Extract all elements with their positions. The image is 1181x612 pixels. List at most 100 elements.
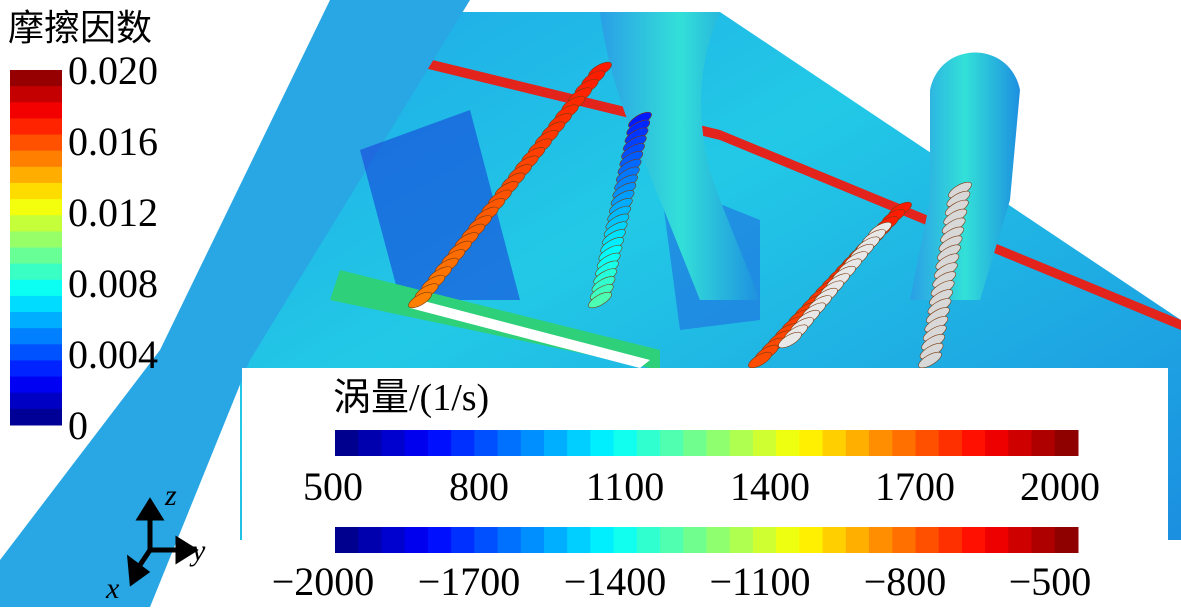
friction-title: 摩擦因数 [8,8,152,48]
vorticity-tick-label: −1400 [564,559,667,604]
colorbar-step [10,199,62,216]
colorbar-step [543,430,568,456]
colorbar-step [404,527,429,553]
vorticity-tick-label: 500 [303,464,363,509]
colorbar-step [10,150,62,168]
colorbar-step [10,102,62,119]
colorbar-step [497,527,522,553]
vortex-ring [588,291,612,309]
colorbar-step [892,430,916,456]
vorticity-colorbars [335,430,1079,553]
vorticity-tick-label: −2000 [272,559,375,604]
colorbar-step [10,295,62,313]
vorticity-ticks: 500 800 1100 1400 1700 2000 −2000 −1700 −1400 −11… [272,464,1100,604]
colorbar-step [427,527,452,553]
colorbar-step [10,263,62,281]
colorbar-step [915,430,940,456]
friction-tick-label: 0.012 [68,190,158,235]
colorbar-step [961,430,986,456]
colorbar-step [10,328,62,345]
colorbar-step [451,527,475,553]
colorbar-step [567,527,591,553]
vorticity-tick-label: 1400 [730,464,810,509]
colorbar-step [752,527,777,553]
colorbar-step [938,430,963,456]
vorticity-tick-label: −500 [1009,559,1092,604]
colorbar-step [961,527,986,553]
vortex-ring [918,351,942,369]
colorbar-step [10,86,62,103]
friction-colorbar [10,70,62,426]
colorbar-step [613,527,638,553]
colorbar-step [590,527,615,553]
colorbar-step [474,527,499,553]
vorticity-tick-label: −1100 [709,559,810,604]
vorticity-tick-label: −1700 [418,559,521,604]
colorbar-step [1031,527,1056,553]
vortex-tubes [408,61,972,369]
axis-z-label: z [164,479,177,512]
colorbar-step [636,430,661,456]
colorbar-step [358,430,382,456]
colorbar-step [335,527,359,553]
colorbar-step [10,360,62,378]
colorbar-step [613,430,638,456]
colorbar-step [10,376,62,394]
colorbar-step [10,408,62,426]
colorbar-step [10,247,62,265]
colorbar-step [1031,430,1056,456]
colorbar-step [520,430,545,456]
colorbar-step [10,344,62,361]
colorbar-step [776,527,800,553]
vorticity-tick-label: 800 [449,464,509,509]
friction-tick-label: 0.016 [68,119,158,164]
friction-tick-label: 0.020 [68,48,158,93]
friction-tick-label: 0.004 [68,332,158,377]
colorbar-step [1008,527,1033,553]
colorbar-step [10,231,62,248]
vorticity-panel [242,368,1168,607]
axis-x-label: x [105,572,120,605]
colorbar-step [636,527,661,553]
colorbar-step [729,527,754,553]
colorbar-step [1054,430,1079,456]
colorbar-step [10,279,62,297]
colorbar-step [10,70,62,87]
colorbar-step [590,430,615,456]
colorbar-step [822,430,847,456]
friction-tick-label: 0.008 [68,261,158,306]
colorbar-step [1054,527,1079,553]
colorbar-step [799,430,824,456]
colorbar-step [706,527,731,553]
colorbar-step [10,215,62,232]
colorbar-step [567,430,591,456]
colorbar-step [10,118,62,136]
colorbar-step [381,527,406,553]
axis-y-label: y [189,534,206,567]
colorbar-step [427,430,452,456]
colorbar-step [1008,430,1033,456]
friction-ticks: 0.020 0.016 0.012 0.008 0.004 0 [68,48,158,448]
colorbar-step [497,430,522,456]
colorbar-step [985,527,1009,553]
colorbar-step [729,430,754,456]
colorbar-step [938,527,963,553]
colorbar-step [474,430,499,456]
colorbar-step [543,527,568,553]
colorbar-step [683,527,707,553]
colorbar-step [404,430,429,456]
colorbar-step [660,527,684,553]
colorbar-step [752,430,777,456]
colorbar-step [799,527,824,553]
colorbar-step [10,166,62,184]
colorbar-step [10,392,62,410]
colorbar-step [845,430,870,456]
colorbar-step [520,527,545,553]
vorticity-tick-label: 1100 [586,464,665,509]
colorbar-step [335,430,359,456]
colorbar-step [381,430,406,456]
colorbar-step [706,430,731,456]
colorbar-step [869,527,893,553]
vorticity-tick-label: −800 [864,559,947,604]
